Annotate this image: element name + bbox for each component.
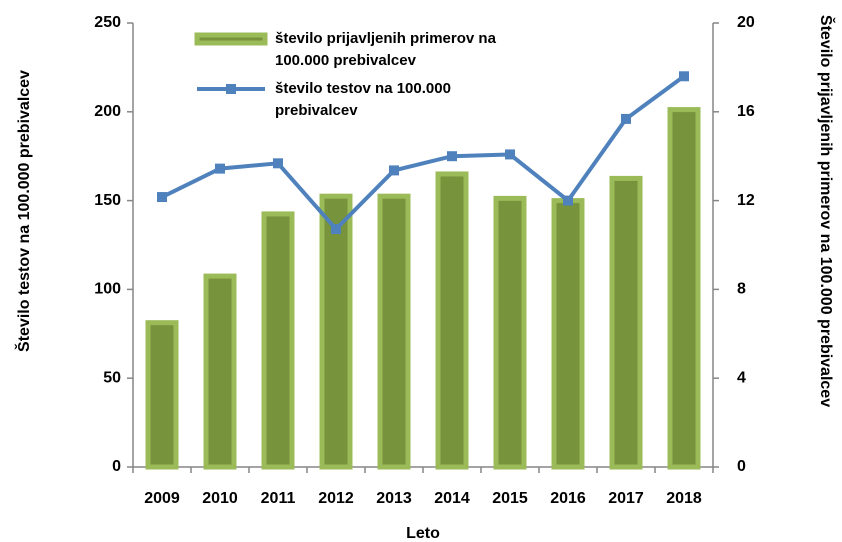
bar — [493, 195, 527, 470]
x-tick-label: 2009 — [144, 490, 180, 507]
marker — [563, 195, 573, 206]
y2-tick-label: 12 — [737, 192, 755, 209]
marker — [215, 163, 225, 174]
y-tick-label: 150 — [94, 192, 121, 209]
marker — [679, 71, 689, 82]
y2-axis-title: Število prijavljenih primerov na 100.000… — [817, 14, 834, 408]
bar — [667, 107, 701, 470]
legend-label: število testov na 100.000 prebivalcev — [275, 80, 451, 119]
legend-swatch — [226, 84, 236, 94]
x-axis-title: Leto — [406, 525, 440, 542]
x-tick-label: 2018 — [666, 490, 702, 507]
legend-label: število prijavljenih primerov na 100.000… — [275, 30, 496, 69]
bar — [609, 175, 643, 470]
x-tick-label: 2011 — [261, 490, 296, 507]
y2-tick-label: 0 — [737, 458, 746, 475]
x-tick-label: 2012 — [318, 490, 354, 507]
bar — [145, 320, 179, 470]
x-tick-label: 2016 — [550, 490, 586, 507]
y-axis-title: Število testov na 100.000 prebivalcev — [16, 70, 33, 352]
y2-tick-label: 4 — [737, 369, 746, 386]
y-tick-label: 0 — [112, 458, 121, 475]
y2-tick-label: 16 — [737, 103, 755, 120]
marker — [505, 149, 515, 160]
line — [161, 74, 686, 232]
bar — [319, 193, 353, 470]
y2-tick-label: 20 — [737, 14, 755, 31]
bar — [551, 198, 585, 470]
marker — [621, 113, 631, 124]
y-tick-label: 50 — [103, 369, 121, 386]
bar — [377, 193, 411, 470]
bar — [261, 211, 295, 470]
x-tick-label: 2014 — [434, 490, 470, 507]
y2-tick-label: 8 — [737, 281, 746, 298]
x-tick-label: 2015 — [492, 490, 528, 507]
marker — [273, 158, 283, 169]
x-tick-label: 2013 — [376, 490, 412, 507]
x-tick-label: 2010 — [202, 490, 238, 507]
marker — [389, 165, 399, 176]
y-tick-label: 200 — [94, 103, 121, 120]
legend-swatch — [194, 32, 268, 46]
marker — [157, 192, 167, 203]
bar — [203, 273, 237, 470]
marker — [447, 151, 457, 162]
marker — [331, 224, 341, 235]
y-tick-label: 100 — [94, 281, 121, 298]
x-tick-label: 2017 — [608, 490, 644, 507]
bar — [435, 171, 469, 470]
y-tick-label: 250 — [94, 14, 121, 31]
